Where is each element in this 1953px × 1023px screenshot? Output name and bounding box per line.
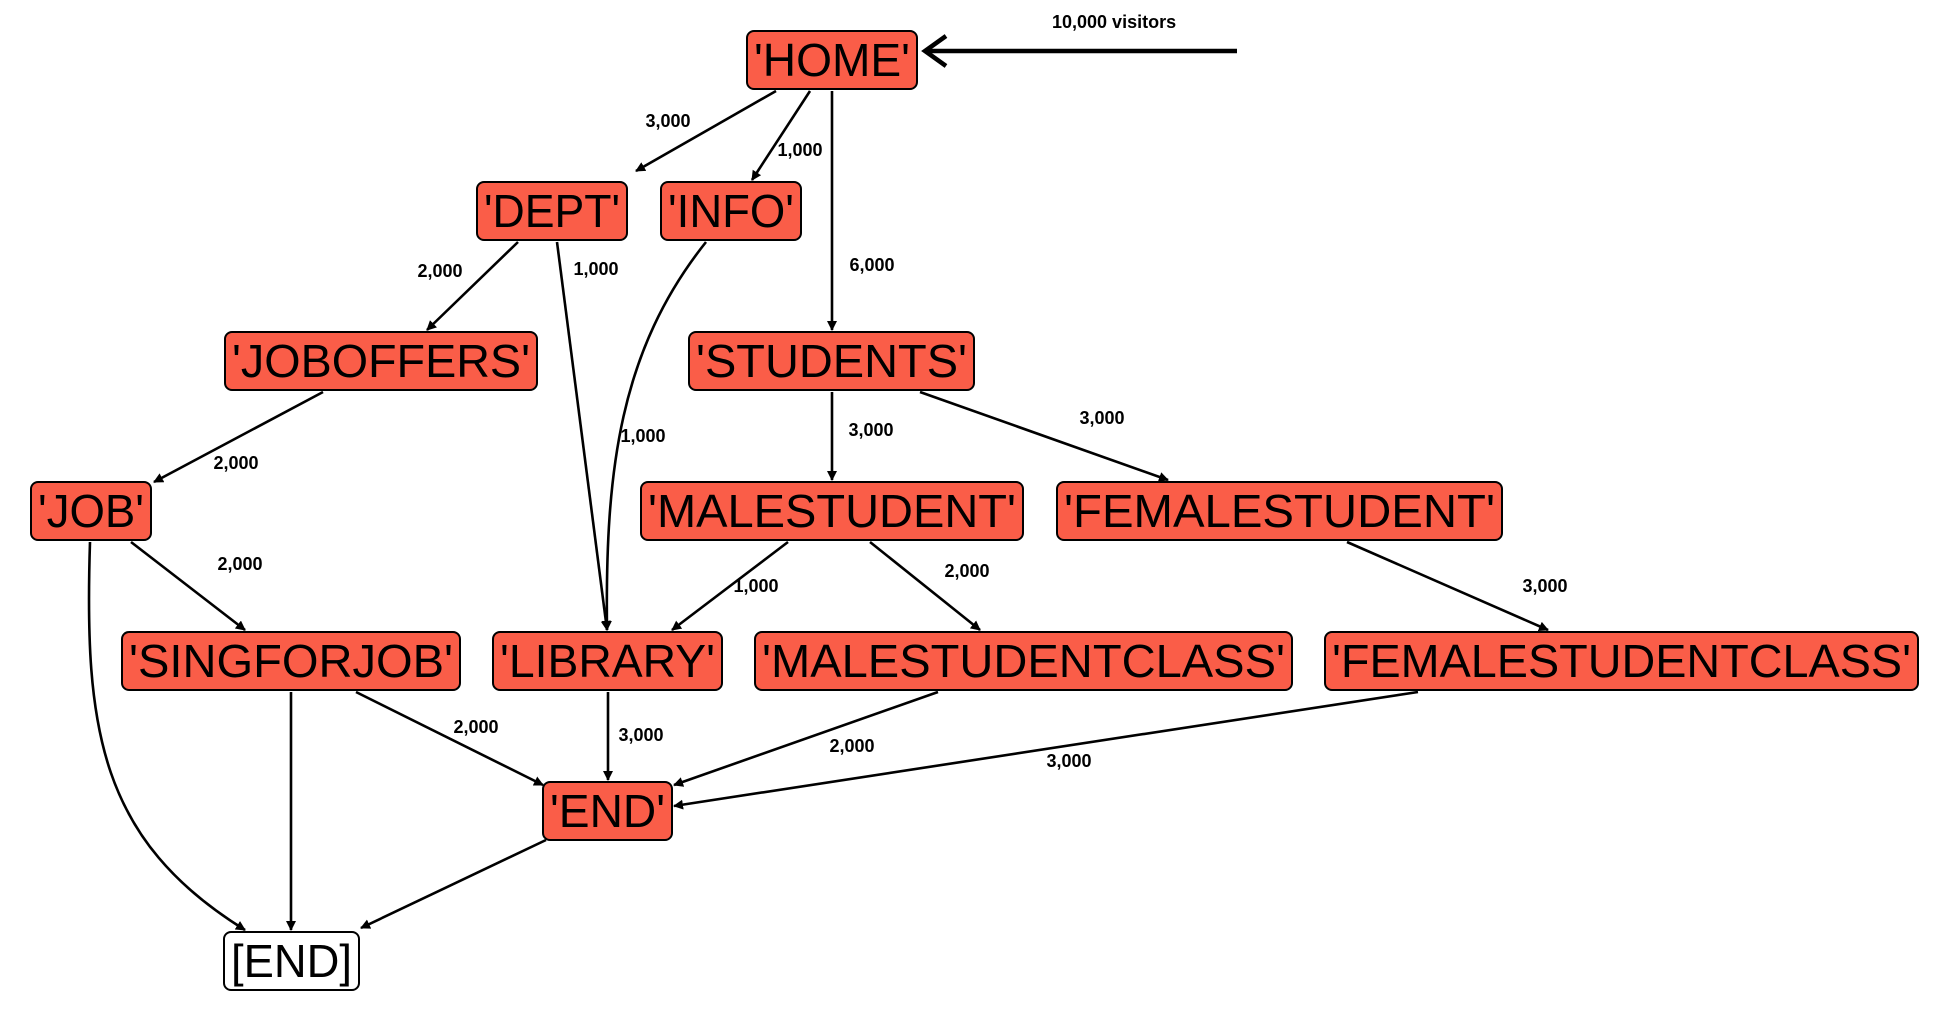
node-label-job: 'JOB' — [38, 485, 144, 537]
node-box-joboffers — [224, 331, 538, 391]
node-box-femalestudent — [1056, 481, 1503, 541]
node-box-dept — [476, 181, 628, 241]
edge-label-students-to-malestudent: 3,000 — [848, 420, 893, 440]
edge-malestudent-to-malestudentclass — [869, 540, 981, 632]
node-label-singforjob: 'SINGFORJOB' — [129, 635, 453, 687]
edge-students-to-femalestudent — [919, 390, 1169, 482]
node-label-dept: 'DEPT' — [484, 185, 620, 237]
node-label-femalestudent: 'FEMALESTUDENT' — [1064, 485, 1495, 537]
node-box-singforjob — [121, 631, 461, 691]
edge-malestudentclass-to-end_q — [673, 690, 939, 787]
node-malestudentclass: 'MALESTUDENTCLASS' — [754, 631, 1293, 691]
edge-label-home-to-students: 6,000 — [849, 255, 894, 275]
node-job: 'JOB' — [30, 481, 152, 541]
node-label-library: 'LIBRARY' — [500, 635, 715, 687]
node-box-library — [492, 631, 723, 691]
node-label-malestudentclass: 'MALESTUDENTCLASS' — [762, 635, 1285, 687]
edge-label-home-to-dept: 3,000 — [645, 111, 690, 131]
node-library: 'LIBRARY' — [492, 631, 723, 691]
edge-end_q-to-end_final — [360, 838, 547, 930]
node-label-home: 'HOME' — [754, 34, 910, 86]
edge-home-to-info — [750, 90, 812, 181]
node-box-malestudentclass — [754, 631, 1293, 691]
edge-label-home-to-info: 1,000 — [777, 140, 822, 160]
edge-home-to-dept — [635, 89, 777, 173]
edge-label-femalestudentclass-to-end_q: 3,000 — [1046, 751, 1091, 771]
node-malestudent: 'MALESTUDENT' — [640, 481, 1024, 541]
node-home: 'HOME' — [746, 30, 918, 90]
edge-label-joboffers-to-job: 2,000 — [213, 453, 258, 473]
node-box-end_q — [542, 781, 673, 841]
node-label-malestudent: 'MALESTUDENT' — [648, 485, 1016, 537]
edge-label-singforjob-to-end_q: 2,000 — [453, 717, 498, 737]
node-info: 'INFO' — [660, 181, 802, 241]
node-box-info — [660, 181, 802, 241]
node-end_final: [END] — [223, 931, 360, 991]
node-joboffers: 'JOBOFFERS' — [224, 331, 538, 391]
edge-label-dept-to-library: 1,000 — [573, 259, 618, 279]
entry-arrowhead — [921, 34, 948, 68]
node-label-joboffers: 'JOBOFFERS' — [232, 335, 530, 387]
entry-label: 10,000 visitors — [1052, 12, 1176, 32]
edge-label-dept-to-joboffers: 2,000 — [417, 261, 462, 281]
node-label-students: 'STUDENTS' — [696, 335, 967, 387]
edge-job-to-end_final — [87, 541, 246, 932]
node-femalestudentclass: 'FEMALESTUDENTCLASS' — [1324, 631, 1919, 691]
node-box-femalestudentclass — [1324, 631, 1919, 691]
node-dept: 'DEPT' — [476, 181, 628, 241]
edge-femalestudentclass-to-end_q — [673, 690, 1419, 810]
node-label-end_final: [END] — [231, 935, 352, 987]
edge-label-femalestudent-to-femalestudentclass: 3,000 — [1522, 576, 1567, 596]
edge-malestudent-to-library — [671, 540, 789, 632]
edge-dept-to-library — [555, 241, 611, 631]
edge-label-job-to-singforjob: 2,000 — [217, 554, 262, 574]
edge-dept-to-joboffers — [426, 241, 519, 331]
node-label-info: 'INFO' — [668, 185, 794, 237]
edge-label-malestudent-to-malestudentclass: 2,000 — [944, 561, 989, 581]
edge-label-malestudentclass-to-end_q: 2,000 — [829, 736, 874, 756]
node-end_q: 'END' — [542, 781, 673, 841]
edge-joboffers-to-job — [153, 390, 324, 484]
node-box-job — [30, 481, 152, 541]
edge-info-to-library — [601, 241, 708, 631]
node-box-malestudent — [640, 481, 1024, 541]
node-label-end_q: 'END' — [550, 785, 665, 837]
node-students: 'STUDENTS' — [688, 331, 975, 391]
edge-femalestudent-to-femalestudentclass — [1346, 540, 1549, 632]
node-singforjob: 'SINGFORJOB' — [121, 631, 461, 691]
node-box-home — [746, 30, 918, 90]
edge-job-to-singforjob — [130, 540, 246, 632]
edge-label-malestudent-to-library: 1,000 — [733, 576, 778, 596]
edge-label-students-to-femalestudent: 3,000 — [1079, 408, 1124, 428]
node-label-femalestudentclass: 'FEMALESTUDENTCLASS' — [1332, 635, 1911, 687]
edge-label-info-to-library: 1,000 — [620, 426, 665, 446]
node-box-students — [688, 331, 975, 391]
edge-singforjob-to-end_q — [355, 690, 544, 787]
edge-label-library-to-end_q: 3,000 — [618, 725, 663, 745]
node-box-end_final — [223, 931, 360, 991]
node-femalestudent: 'FEMALESTUDENT' — [1056, 481, 1503, 541]
